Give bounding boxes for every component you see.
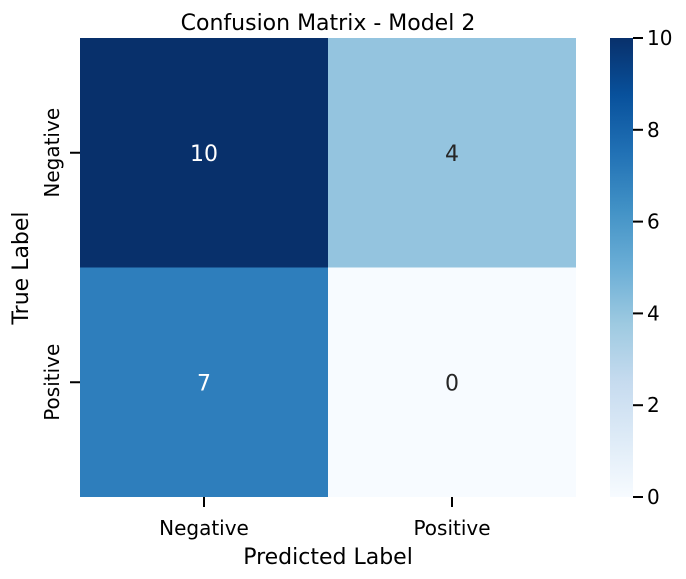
x-axis-label: Predicted Label (243, 545, 413, 570)
colorbar-tick-label: 10 (647, 26, 672, 50)
heatmap-cell (328, 38, 576, 268)
heatmap-cell-labels: 10 4 7 0 (190, 142, 459, 397)
chart-title: Confusion Matrix - Model 2 (181, 11, 476, 36)
heatmap-cell (328, 267, 576, 497)
cell-value-label: 7 (197, 371, 211, 396)
colorbar-tick-label: 8 (647, 118, 660, 142)
cell-value-label: 0 (445, 371, 459, 396)
cell-value-label: 4 (445, 142, 459, 167)
x-tick-label: Positive (413, 516, 490, 540)
x-tick-label: Negative (159, 516, 249, 540)
y-tick-label: Negative (40, 108, 64, 198)
y-axis-ticks: Negative Positive (40, 108, 80, 421)
colorbar (610, 38, 633, 497)
y-axis-label: True Label (9, 211, 34, 325)
colorbar-tick-label: 6 (647, 210, 660, 234)
cell-value-label: 10 (190, 142, 218, 167)
colorbar-tick-label: 0 (647, 485, 660, 509)
heatmap-cells (80, 38, 576, 497)
x-axis-ticks: Negative Positive (159, 497, 491, 540)
colorbar-tick-label: 4 (647, 301, 660, 325)
colorbar-tick-label: 2 (647, 393, 660, 417)
heatmap-cell (80, 38, 328, 268)
heatmap-cell (80, 267, 328, 497)
y-tick-label: Positive (40, 344, 64, 421)
colorbar-ticks: 0 2 4 6 8 10 (633, 26, 672, 509)
